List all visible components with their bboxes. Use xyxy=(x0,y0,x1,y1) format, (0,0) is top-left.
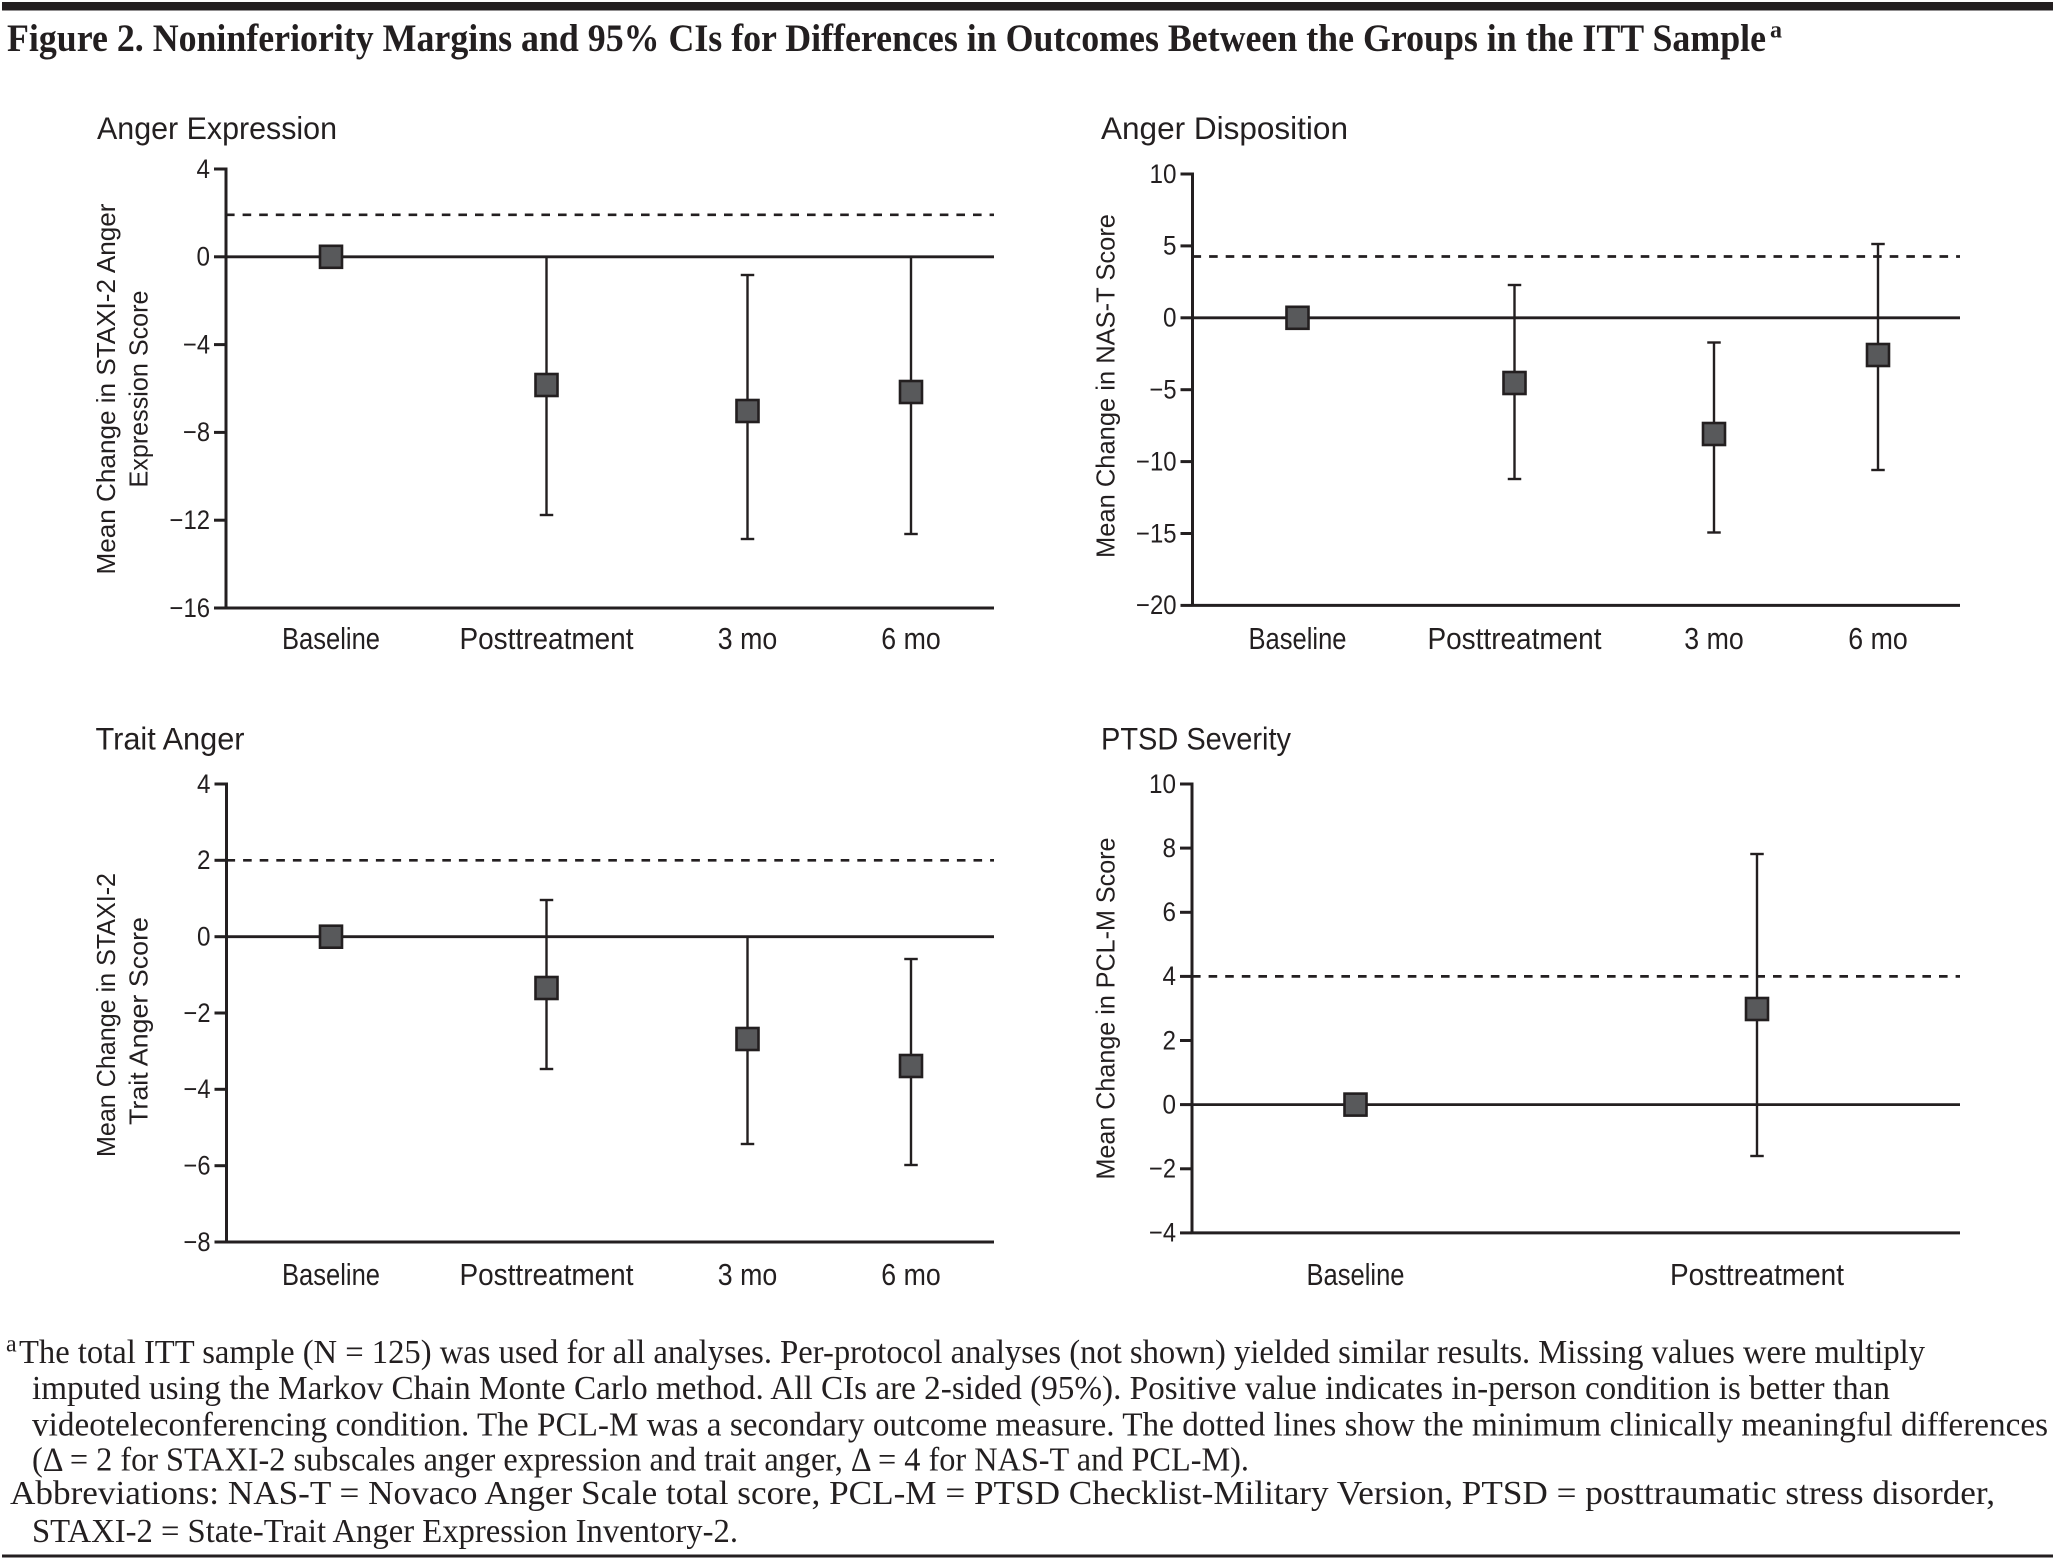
svg-text:−4: −4 xyxy=(183,329,210,359)
svg-text:6 mo: 6 mo xyxy=(1848,621,1907,656)
svg-text:2: 2 xyxy=(197,845,211,875)
svg-text:0: 0 xyxy=(197,922,211,952)
svg-text:Abbreviations: NAS-T = Novaco: Abbreviations: NAS-T = Novaco Anger Scal… xyxy=(10,1475,1995,1512)
svg-text:3 mo: 3 mo xyxy=(718,621,777,656)
svg-text:4: 4 xyxy=(197,769,211,799)
svg-text:6 mo: 6 mo xyxy=(881,1257,940,1292)
svg-text:−10: −10 xyxy=(1136,446,1177,476)
svg-text:The total ITT sample (N = 125): The total ITT sample (N = 125) was used … xyxy=(19,1334,1925,1371)
svg-text:−4: −4 xyxy=(1149,1218,1176,1248)
svg-text:Baseline: Baseline xyxy=(282,1257,380,1292)
svg-text:Posttreatment: Posttreatment xyxy=(460,621,634,656)
svg-text:10: 10 xyxy=(1150,159,1177,189)
svg-text:−6: −6 xyxy=(184,1151,211,1181)
svg-text:Mean Change in STAXI-2 Anger: Mean Change in STAXI-2 Anger xyxy=(91,203,121,574)
svg-text:Anger Disposition: Anger Disposition xyxy=(1101,110,1348,146)
svg-text:Mean Change in STAXI-2: Mean Change in STAXI-2 xyxy=(91,873,121,1157)
svg-text:−8: −8 xyxy=(183,417,210,447)
svg-text:Figure 2. Noninferiority Margi: Figure 2. Noninferiority Margins and 95%… xyxy=(7,17,1766,60)
svg-text:(Δ = 2 for STAXI-2 subscales a: (Δ = 2 for STAXI-2 subscales anger expre… xyxy=(32,1442,1249,1479)
svg-text:0: 0 xyxy=(1163,303,1177,333)
svg-text:−20: −20 xyxy=(1136,590,1177,620)
svg-text:8: 8 xyxy=(1163,833,1177,863)
svg-text:Baseline: Baseline xyxy=(1307,1257,1405,1292)
svg-text:Posttreatment: Posttreatment xyxy=(1428,621,1602,656)
svg-text:videoteleconferencing conditio: videoteleconferencing condition. The PCL… xyxy=(32,1407,2048,1444)
svg-text:4: 4 xyxy=(197,154,211,184)
svg-text:−12: −12 xyxy=(170,505,211,535)
svg-text:6 mo: 6 mo xyxy=(881,621,940,656)
svg-text:Trait Anger: Trait Anger xyxy=(96,721,245,757)
svg-text:Posttreatment: Posttreatment xyxy=(1670,1257,1844,1292)
svg-text:Trait Anger Score: Trait Anger Score xyxy=(124,917,154,1125)
svg-text:−2: −2 xyxy=(184,998,211,1028)
svg-text:Baseline: Baseline xyxy=(282,621,380,656)
svg-text:−2: −2 xyxy=(1149,1154,1176,1184)
svg-text:5: 5 xyxy=(1163,231,1177,261)
svg-text:imputed using the Markov Chain: imputed using the Markov Chain Monte Car… xyxy=(32,1370,1890,1407)
svg-text:−4: −4 xyxy=(184,1074,211,1104)
svg-text:Mean Change in NAS-T Score: Mean Change in NAS-T Score xyxy=(1091,214,1121,558)
svg-text:−5: −5 xyxy=(1150,375,1177,405)
svg-text:3 mo: 3 mo xyxy=(1684,621,1743,656)
svg-text:Baseline: Baseline xyxy=(1249,621,1347,656)
svg-text:Expression Score: Expression Score xyxy=(124,291,154,488)
svg-text:Anger Expression: Anger Expression xyxy=(97,110,337,146)
svg-text:6: 6 xyxy=(1163,897,1177,927)
svg-text:Posttreatment: Posttreatment xyxy=(460,1257,634,1292)
svg-text:a: a xyxy=(6,1332,17,1358)
svg-text:−16: −16 xyxy=(170,593,211,623)
svg-text:10: 10 xyxy=(1149,769,1176,799)
svg-text:−8: −8 xyxy=(184,1227,211,1257)
svg-text:PTSD Severity: PTSD Severity xyxy=(1101,721,1291,757)
svg-text:a: a xyxy=(1770,18,1782,44)
svg-text:0: 0 xyxy=(197,242,211,272)
svg-text:2: 2 xyxy=(1163,1025,1177,1055)
svg-text:3 mo: 3 mo xyxy=(718,1257,777,1292)
svg-text:0: 0 xyxy=(1163,1089,1177,1119)
svg-text:−15: −15 xyxy=(1136,518,1177,548)
svg-text:4: 4 xyxy=(1163,961,1177,991)
svg-text:Mean Change in PCL-M Score: Mean Change in PCL-M Score xyxy=(1091,838,1121,1180)
svg-text:STAXI-2 = State-Trait Anger Ex: STAXI-2 = State-Trait Anger Expression I… xyxy=(32,1513,738,1550)
